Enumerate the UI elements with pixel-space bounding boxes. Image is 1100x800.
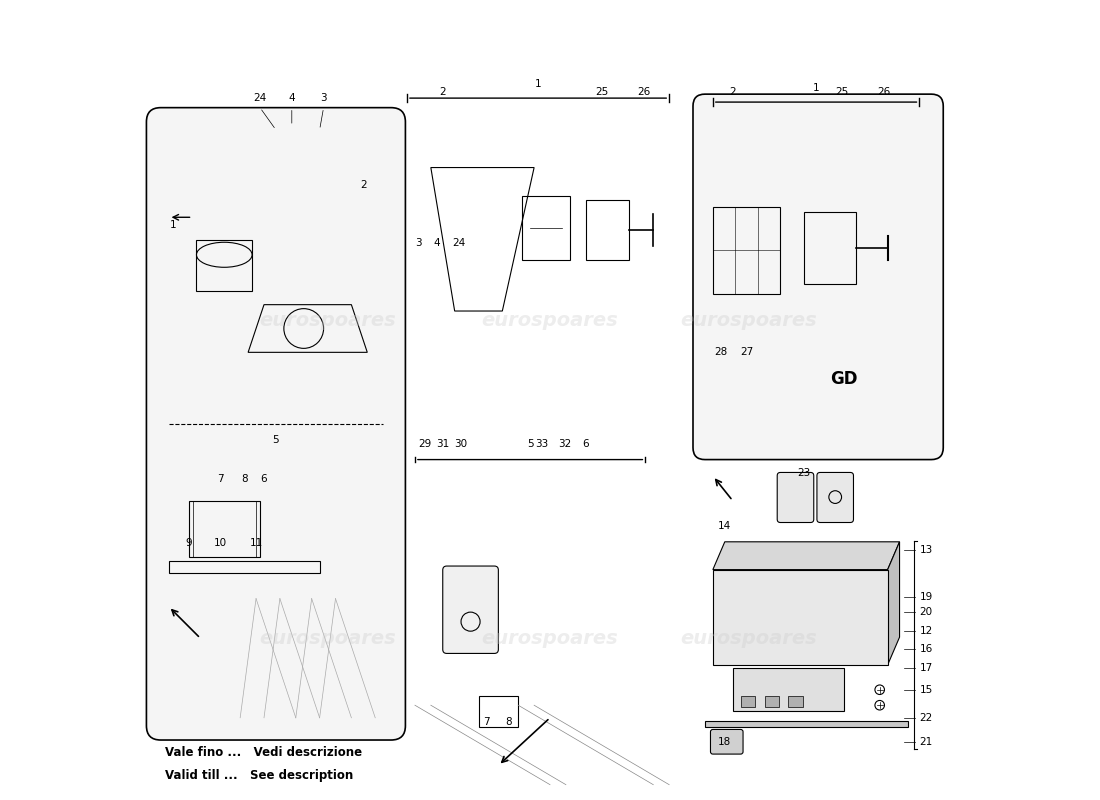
Text: GD: GD [830,370,858,388]
Bar [789,695,803,707]
Text: 21: 21 [920,738,933,747]
Text: 20: 20 [920,607,933,618]
Text: 6: 6 [582,438,590,449]
Text: 25: 25 [836,86,849,97]
Text: eurospoares: eurospoares [482,311,618,330]
Text: 25: 25 [595,86,608,97]
Text: 13: 13 [920,546,933,555]
Text: 5: 5 [273,434,279,445]
Text: 2: 2 [729,86,736,97]
Text: 2: 2 [360,181,366,190]
Text: 19: 19 [920,592,933,602]
Bar [522,196,570,260]
Text: 16: 16 [920,645,933,654]
Text: eurospoares: eurospoares [680,629,817,648]
FancyBboxPatch shape [442,566,498,654]
Text: 32: 32 [558,438,571,449]
Text: 33: 33 [536,438,549,449]
Text: Vale fino ...   Vedi descrizione: Vale fino ... Vedi descrizione [165,746,362,758]
Text: 8: 8 [241,474,248,485]
Text: 24: 24 [253,93,266,103]
Text: 6: 6 [261,474,267,485]
Text: 12: 12 [920,626,933,636]
Text: 7: 7 [483,717,490,726]
Text: eurospoares: eurospoares [260,311,396,330]
FancyBboxPatch shape [817,473,854,522]
Bar [188,501,260,557]
Text: 18: 18 [718,737,732,746]
Bar [197,241,252,290]
Bar [764,695,779,707]
Text: 11: 11 [250,538,263,548]
Text: 5: 5 [527,439,534,450]
Bar [586,200,629,260]
Text: 17: 17 [920,663,933,673]
Text: 8: 8 [505,717,512,726]
Text: 28: 28 [714,347,727,357]
Bar [733,668,844,711]
Text: 10: 10 [213,538,227,548]
Text: eurospoares: eurospoares [260,629,396,648]
Text: 1: 1 [535,78,541,89]
Text: 31: 31 [436,438,450,449]
Text: 7: 7 [217,474,223,485]
Text: 9: 9 [185,538,191,548]
Text: eurospoares: eurospoares [680,311,817,330]
Text: 3: 3 [320,93,327,103]
Text: 26: 26 [637,86,650,97]
Polygon shape [713,542,900,570]
Text: 30: 30 [454,438,467,449]
Text: 15: 15 [920,685,933,694]
Bar [713,570,888,665]
Polygon shape [705,721,908,727]
Text: 14: 14 [718,521,732,530]
Text: 3: 3 [416,238,422,248]
Text: Valid till ...   See description: Valid till ... See description [165,770,353,782]
Text: 1: 1 [169,220,176,230]
Bar [804,212,856,284]
FancyBboxPatch shape [778,473,814,522]
Text: 4: 4 [288,93,295,103]
Text: 27: 27 [740,347,754,357]
Bar [713,206,780,294]
Text: 23: 23 [798,468,811,478]
Text: 29: 29 [418,438,431,449]
Text: 1: 1 [813,82,820,93]
Text: 2: 2 [439,86,447,97]
Text: 26: 26 [877,86,890,97]
Text: eurospoares: eurospoares [482,629,618,648]
FancyBboxPatch shape [146,108,406,740]
Bar [740,695,755,707]
Polygon shape [888,542,900,665]
Text: 24: 24 [452,238,465,248]
FancyBboxPatch shape [711,730,744,754]
FancyBboxPatch shape [693,94,944,459]
Text: 22: 22 [920,713,933,722]
Text: 4: 4 [433,238,440,248]
